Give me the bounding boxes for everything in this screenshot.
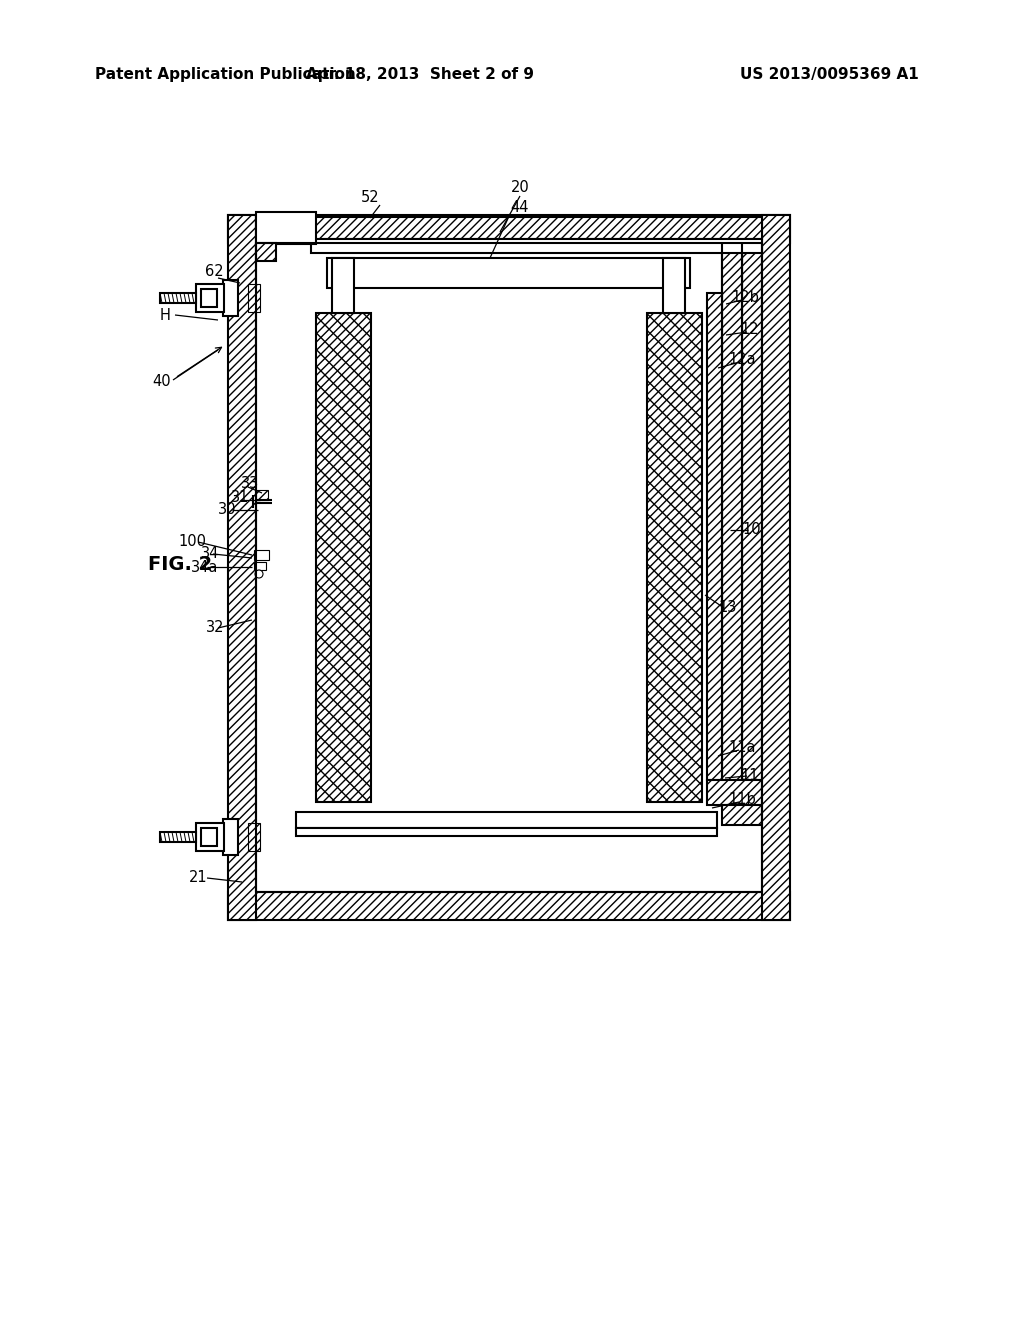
Text: 12b: 12b (731, 290, 759, 305)
Text: 12: 12 (740, 322, 760, 338)
Text: 34a: 34a (191, 560, 219, 574)
Text: 32: 32 (206, 620, 224, 635)
Bar (707, 780, 762, 805)
Bar (228, 215, 790, 920)
Bar (254, 562, 266, 570)
Text: 52: 52 (360, 190, 379, 206)
Bar (160, 832, 196, 842)
Text: 13: 13 (719, 601, 737, 615)
Text: US 2013/0095369 A1: US 2013/0095369 A1 (740, 67, 919, 82)
Bar (707, 293, 722, 780)
Text: 62: 62 (205, 264, 223, 280)
Bar (256, 243, 276, 261)
Bar (223, 818, 238, 855)
Text: 30: 30 (218, 503, 237, 517)
Text: 100: 100 (178, 535, 206, 549)
Bar (256, 216, 762, 239)
Text: Apr. 18, 2013  Sheet 2 of 9: Apr. 18, 2013 Sheet 2 of 9 (306, 67, 534, 82)
Bar (248, 284, 260, 312)
Bar (261, 216, 311, 239)
Bar (327, 257, 690, 288)
Bar (647, 313, 702, 803)
Text: 31: 31 (230, 490, 249, 504)
Text: 10: 10 (742, 523, 761, 537)
Text: 33: 33 (241, 477, 259, 491)
Text: 21: 21 (188, 870, 207, 886)
Text: 34: 34 (201, 546, 219, 561)
Bar (201, 828, 217, 846)
Bar (762, 215, 790, 920)
Bar (201, 289, 217, 308)
Bar (722, 805, 762, 825)
Bar (196, 284, 224, 312)
Text: 20: 20 (511, 181, 529, 195)
Text: 12a: 12a (728, 352, 756, 367)
Bar (742, 243, 762, 780)
Bar (248, 822, 260, 851)
Bar (256, 213, 316, 244)
Bar (256, 490, 268, 500)
Bar (228, 215, 790, 243)
Text: 11a: 11a (728, 741, 756, 755)
Bar (311, 239, 762, 253)
Circle shape (255, 570, 263, 578)
Bar (296, 812, 717, 828)
Bar (160, 293, 196, 304)
Text: 11: 11 (740, 767, 759, 783)
Bar (647, 313, 702, 803)
Bar (296, 828, 717, 836)
Text: 44: 44 (511, 199, 529, 214)
Bar (332, 257, 354, 313)
Bar (196, 822, 224, 851)
Bar (254, 550, 269, 560)
Bar (316, 313, 371, 803)
Bar (228, 892, 790, 920)
Text: 40: 40 (153, 375, 171, 389)
Text: H: H (160, 308, 170, 322)
Text: Patent Application Publication: Patent Application Publication (95, 67, 355, 82)
Text: 11b: 11b (728, 792, 756, 808)
Bar (663, 257, 685, 313)
Bar (722, 243, 742, 780)
Text: FIG. 2: FIG. 2 (148, 556, 212, 574)
Bar (228, 215, 256, 920)
Bar (223, 280, 238, 315)
Bar (316, 313, 371, 803)
